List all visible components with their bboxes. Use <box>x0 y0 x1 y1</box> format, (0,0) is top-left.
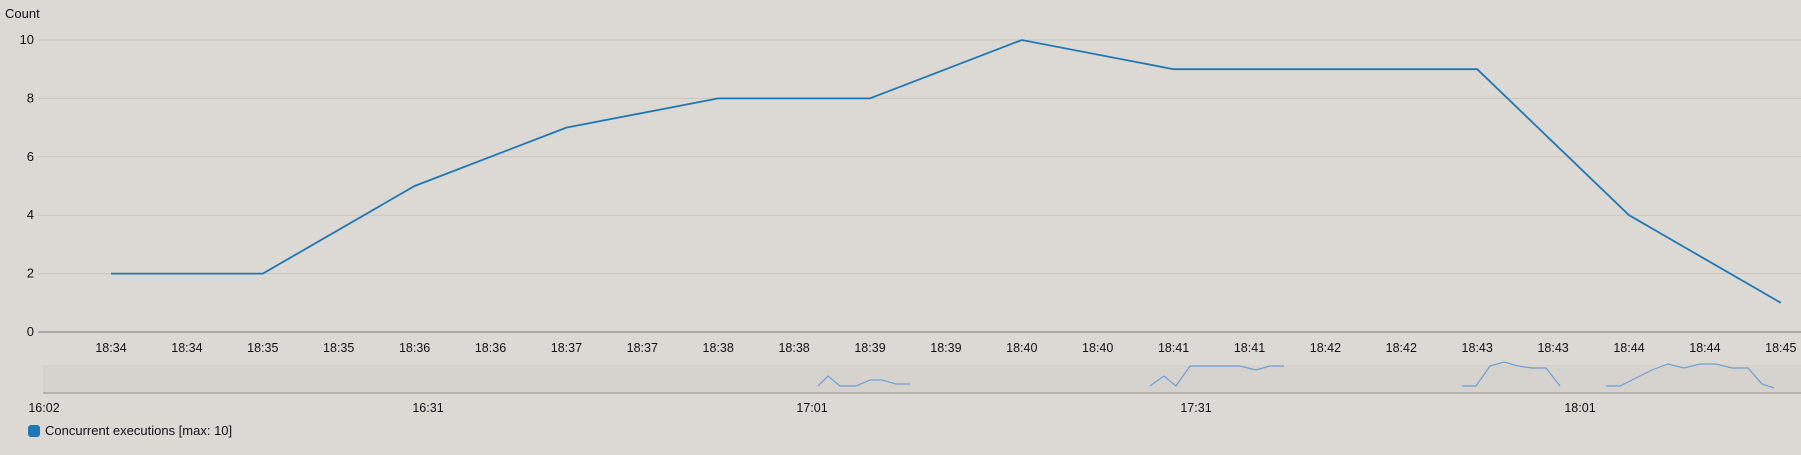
grid-layer <box>38 39 1801 333</box>
data-point <box>1323 67 1327 71</box>
x-tick-label: 18:40 <box>1006 341 1037 355</box>
x-tick-label: 18:38 <box>778 341 809 355</box>
navigator-trace <box>1149 365 1284 387</box>
x-tick-label: 18:36 <box>399 341 430 355</box>
x-tick-label: 18:44 <box>1689 341 1720 355</box>
x-tick-label: 18:41 <box>1234 341 1265 355</box>
navigator-trace <box>1462 361 1561 387</box>
legend-swatch <box>28 425 40 437</box>
navigator-label: 17:01 <box>796 401 827 415</box>
x-tick-label: 18:34 <box>171 341 202 355</box>
y-axis-label: Count <box>5 6 40 21</box>
y-tick-label: 2 <box>27 266 34 281</box>
data-point <box>109 271 113 275</box>
y-tick-label: 8 <box>27 90 34 105</box>
data-point <box>868 96 872 100</box>
x-tick-label: 18:43 <box>1537 341 1568 355</box>
data-point <box>1475 67 1479 71</box>
x-tick-label: 18:38 <box>703 341 734 355</box>
navigator-trace <box>817 375 910 387</box>
data-point <box>564 125 568 129</box>
data-point <box>412 184 416 188</box>
navigator[interactable]: 16:02 16:31 17:01 17:31 18:01 <box>28 361 1801 415</box>
x-tick-label: 18:45 <box>1765 341 1796 355</box>
x-tick-label: 18:37 <box>551 341 582 355</box>
series-line <box>111 39 1782 304</box>
x-tick-label: 18:36 <box>475 341 506 355</box>
navigator-label: 17:31 <box>1180 401 1211 415</box>
y-tick-label: 10 <box>20 32 34 47</box>
x-tick-label: 18:37 <box>627 341 658 355</box>
legend[interactable]: Concurrent executions [max: 10] <box>28 423 232 438</box>
series-layer <box>109 38 1783 305</box>
data-point <box>1171 67 1175 71</box>
navigator-label: 16:31 <box>412 401 443 415</box>
x-axis: 18:34 18:34 18:35 18:35 18:36 18:36 18:37 18:37… <box>95 341 1796 355</box>
navigator-track <box>43 365 1801 393</box>
x-tick-label: 18:42 <box>1310 341 1341 355</box>
x-tick-label: 18:35 <box>247 341 278 355</box>
x-tick-label: 18:41 <box>1158 341 1189 355</box>
x-tick-label: 18:34 <box>95 341 126 355</box>
x-tick-label: 18:35 <box>323 341 354 355</box>
navigator-trace <box>1606 363 1775 389</box>
x-tick-label: 18:39 <box>854 341 885 355</box>
data-point <box>261 271 265 275</box>
y-axis: Count 0 2 4 6 8 10 <box>5 6 40 339</box>
x-tick-label: 18:39 <box>930 341 961 355</box>
data-point <box>716 96 720 100</box>
y-tick-label: 0 <box>27 324 34 339</box>
navigator-label: 16:02 <box>28 401 59 415</box>
legend-label: Concurrent executions [max: 10] <box>45 423 232 438</box>
data-point <box>1779 301 1783 305</box>
data-point <box>1020 38 1024 42</box>
y-tick-label: 4 <box>27 207 34 222</box>
navigator-label: 18:01 <box>1564 401 1595 415</box>
y-tick-label: 6 <box>27 149 34 164</box>
data-point <box>1627 213 1631 217</box>
x-tick-label: 18:42 <box>1386 341 1417 355</box>
x-tick-label: 18:44 <box>1613 341 1644 355</box>
x-tick-label: 18:40 <box>1082 341 1113 355</box>
x-tick-label: 18:43 <box>1462 341 1493 355</box>
